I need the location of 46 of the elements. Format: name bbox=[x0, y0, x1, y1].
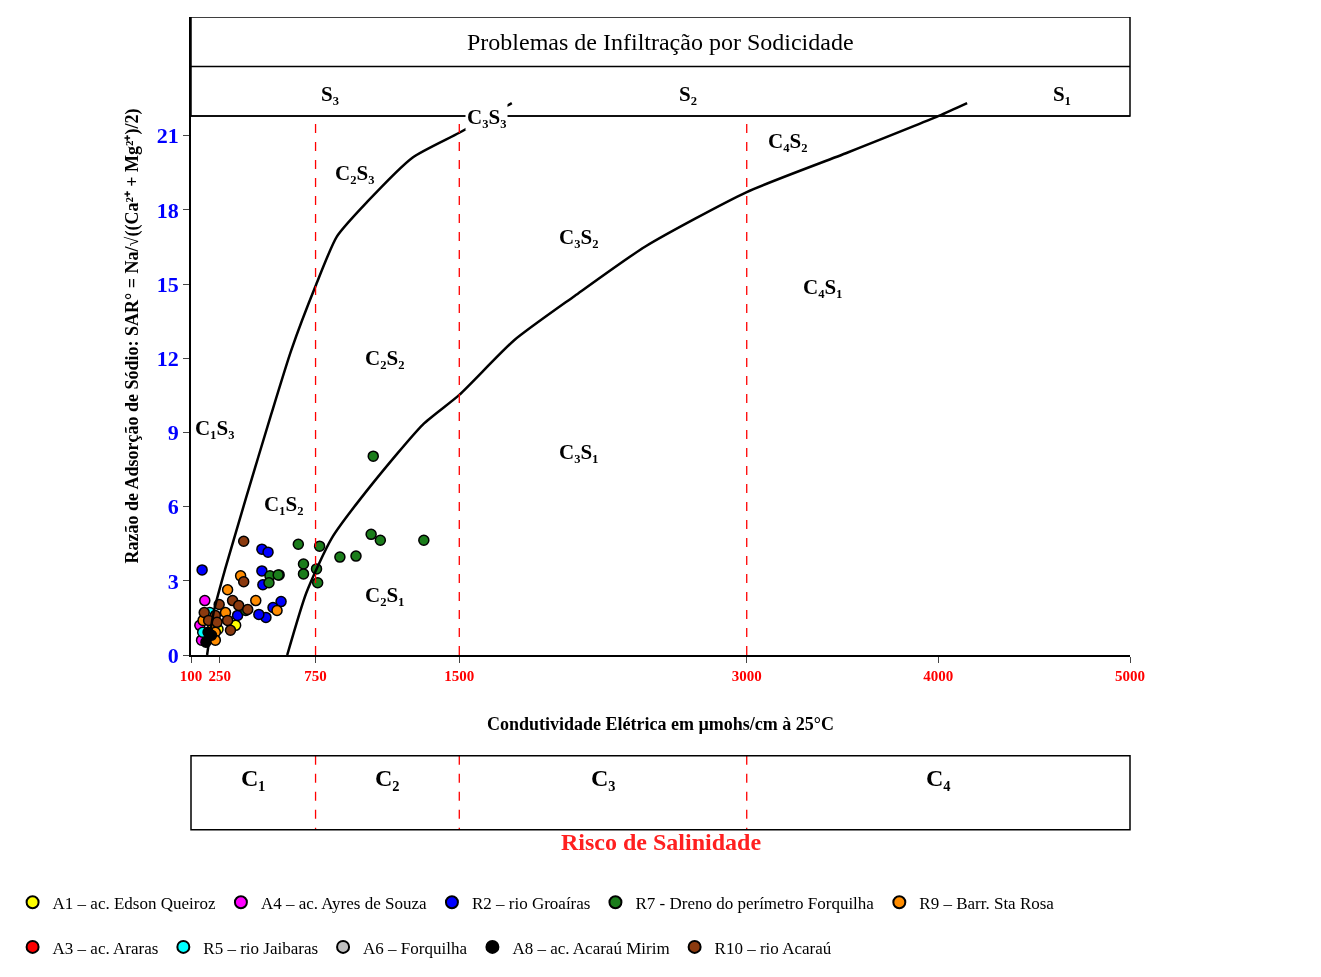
annotation: S₂ bbox=[679, 82, 697, 106]
legend-label: R7 - Dreno do perímetro Forquilha bbox=[635, 893, 875, 913]
annotation: C₁S₃ bbox=[195, 416, 235, 440]
x-tick-label: 1500 bbox=[444, 667, 475, 684]
text: C₂ bbox=[375, 765, 400, 791]
y-tick-label: 18 bbox=[156, 197, 179, 223]
x-tick-label: 3000 bbox=[731, 667, 762, 684]
annotation: C₄S₂ bbox=[768, 129, 808, 153]
x-tick-label: 750 bbox=[304, 667, 327, 684]
legend-label: A3 – ac. Araras bbox=[52, 938, 159, 958]
y-axis-title: Razão de Adsorção de Sódio: SAR° = Na/√((Ca²⁺ + Mg²⁺)/2) bbox=[121, 108, 143, 564]
y-tick-label: 3 bbox=[167, 568, 179, 594]
text: Problemas de Infiltração por Sodicidade bbox=[467, 29, 854, 55]
x-tick-label: 250 bbox=[208, 667, 231, 684]
legend-label: A1 – ac. Edson Queiroz bbox=[52, 893, 216, 913]
annotation: C₂S₂ bbox=[365, 346, 405, 370]
annotation: C₃S₂ bbox=[559, 225, 599, 249]
annotation: C₄S₁ bbox=[803, 275, 843, 299]
y-tick-label: 21 bbox=[156, 123, 179, 149]
x-tick-label: 100 bbox=[179, 667, 203, 684]
text: Risco de Salinidade bbox=[561, 829, 762, 855]
legend-label: A8 – ac. Acaraú Mirim bbox=[512, 938, 670, 958]
legend-label: R5 – rio Jaibaras bbox=[203, 938, 319, 958]
y-tick-label: 0 bbox=[167, 642, 179, 668]
y-tick-label: 9 bbox=[167, 420, 179, 446]
annotation: C₁S₂ bbox=[264, 492, 304, 516]
legend-label: R10 – rio Acaraú bbox=[714, 938, 832, 958]
annotation: C₂S₃ bbox=[335, 161, 375, 185]
y-tick-label: 15 bbox=[156, 271, 179, 297]
annotation: S₃ bbox=[321, 82, 339, 106]
annotation: C₂S₁ bbox=[365, 583, 405, 607]
text: C₄ bbox=[926, 765, 951, 791]
y-tick-label: 6 bbox=[167, 494, 179, 520]
legend-label: R2 – rio Groaíras bbox=[471, 893, 591, 913]
x-tick-label: 5000 bbox=[1115, 667, 1145, 684]
text: C₁ bbox=[241, 765, 266, 791]
annotation: C₃S₁ bbox=[559, 440, 599, 464]
annotation: C₃S₃ bbox=[467, 105, 507, 129]
legend-label: A6 – Forquilha bbox=[363, 938, 468, 958]
y-tick-label: 12 bbox=[156, 345, 179, 371]
x-tick-label: 4000 bbox=[923, 667, 954, 684]
annotation: S₁ bbox=[1053, 82, 1071, 106]
x-axis-title: Condutividade Elétrica em µmohs/cm à 25°C bbox=[487, 714, 835, 734]
text: C₃ bbox=[591, 765, 616, 791]
legend-label: R9 – Barr. Sta Rosa bbox=[919, 893, 1055, 913]
legend-label: A4 – ac. Ayres de Souza bbox=[260, 893, 427, 913]
